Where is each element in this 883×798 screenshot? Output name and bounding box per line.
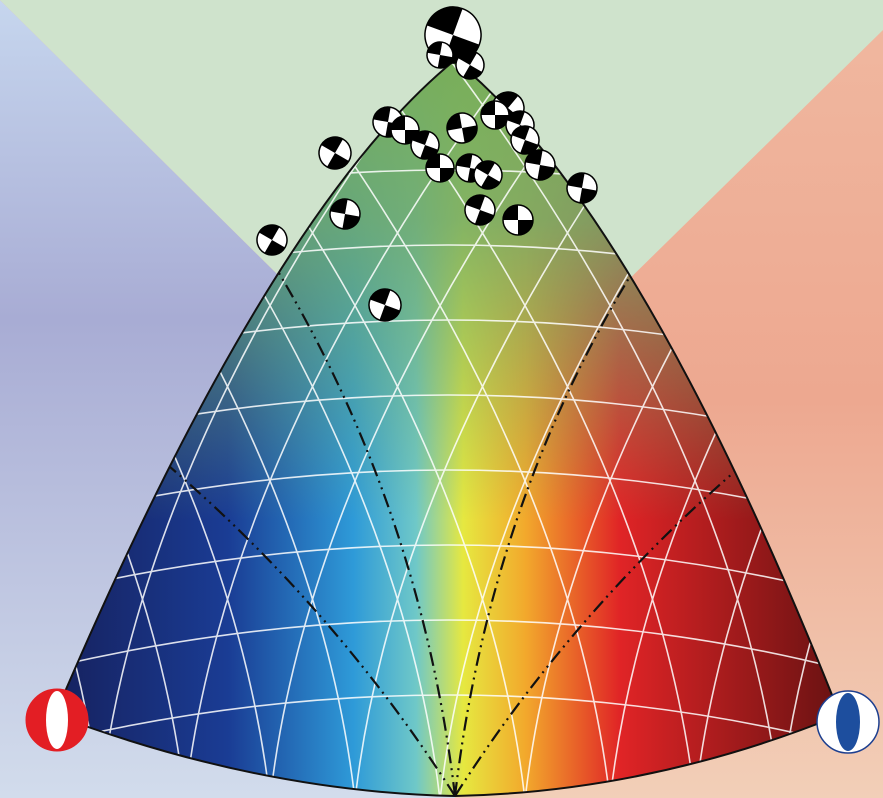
- ball-quadrant: [579, 188, 597, 203]
- grid-arc: [55, 60, 101, 796]
- ball-quadrant: [379, 305, 401, 321]
- ball-quadrant: [426, 154, 440, 168]
- beach-ball: [329, 198, 361, 230]
- ball-quadrant: [525, 150, 543, 165]
- ball-quadrant: [457, 51, 477, 65]
- dash-line: [264, 249, 457, 796]
- ball-quadrant: [437, 55, 453, 68]
- ball-quadrant: [463, 65, 483, 79]
- ball-quadrant: [462, 125, 477, 143]
- beach-ball: [473, 160, 503, 190]
- ball-quadrant: [567, 173, 585, 188]
- beach-ball: [390, 115, 420, 145]
- ball-quadrant: [373, 107, 391, 122]
- ball-quadrant: [481, 101, 495, 115]
- grid-arc: [99, 60, 431, 796]
- ball-quadrant: [259, 225, 280, 240]
- dash-line: [454, 449, 761, 796]
- ball-quadrant: [495, 92, 519, 108]
- dash-lines: [149, 249, 761, 796]
- grid-arc: [55, 544, 840, 606]
- beach-ball: [480, 100, 510, 130]
- beach-ball: [256, 224, 288, 256]
- ball-quadrant: [456, 154, 473, 168]
- beach-ball: [410, 130, 440, 160]
- ball-quadrant: [264, 240, 285, 255]
- beach-ball: [425, 153, 455, 183]
- dash-line: [149, 449, 456, 796]
- beach-ball: [464, 194, 496, 226]
- ball-quadrant: [342, 214, 360, 229]
- grid-arc: [279, 60, 611, 796]
- ball-band: [46, 691, 68, 749]
- beach-ball: [318, 136, 352, 170]
- beach-ball: [426, 41, 454, 69]
- beach-ball: [455, 50, 485, 80]
- ball-quadrant: [506, 111, 525, 125]
- grid-arc: [609, 60, 840, 796]
- triangle-outline: [53, 58, 842, 798]
- beach-ball: [446, 112, 478, 144]
- ball-quadrant: [411, 131, 430, 145]
- grid-arc: [779, 60, 840, 796]
- ball-quadrant: [520, 140, 539, 154]
- ball-quadrant: [537, 165, 555, 180]
- ball-quadrant: [495, 115, 509, 129]
- ball-quadrant: [503, 205, 518, 220]
- grid-arc: [269, 60, 601, 796]
- grid-arc: [55, 619, 840, 681]
- ball-quadrant: [465, 195, 486, 210]
- ball-quadrant: [327, 153, 349, 169]
- ball-quadrant: [427, 42, 443, 55]
- beach-ball: [816, 690, 880, 754]
- ball-quadrant: [474, 210, 495, 225]
- ball-quadrant: [426, 7, 463, 35]
- ball-quadrant: [405, 130, 419, 144]
- ball-quadrant: [511, 126, 530, 140]
- beach-ball: [25, 688, 89, 752]
- ball-quadrant: [369, 289, 391, 305]
- grid-arc: [55, 694, 840, 756]
- ball-quadrant: [440, 168, 454, 182]
- beach-ball: [566, 172, 598, 204]
- ball-quadrant: [518, 220, 533, 235]
- beach-ball: [524, 149, 556, 181]
- ball-quadrant: [475, 161, 495, 175]
- ball-quadrant: [330, 199, 348, 214]
- beach-ball: [502, 204, 534, 236]
- ball-quadrant: [391, 116, 405, 130]
- ball-quadrant: [481, 175, 501, 189]
- ball-quadrant: [447, 113, 462, 131]
- ball-quadrant: [321, 137, 343, 153]
- mechanisms: [25, 6, 880, 754]
- beach-ball: [510, 125, 540, 155]
- beach-ball: [368, 288, 402, 322]
- ball-band: [836, 693, 860, 751]
